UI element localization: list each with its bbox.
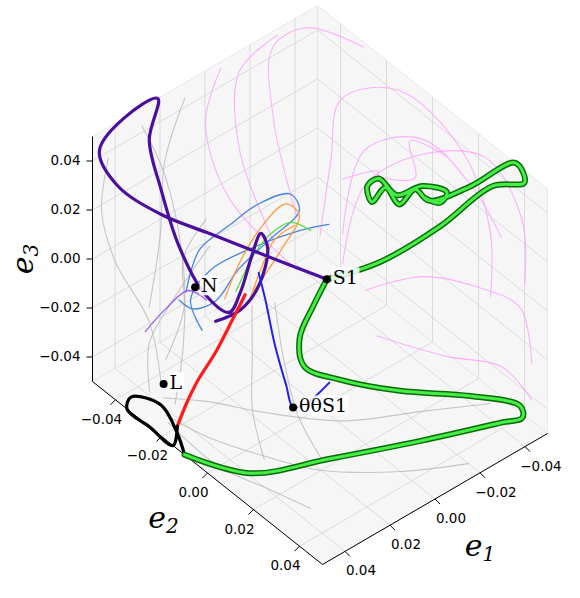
tick-label: −0.04 (81, 411, 122, 427)
point-label: N (201, 274, 218, 296)
point-label-group: θθS1 (298, 394, 349, 416)
tick-mark (249, 510, 254, 515)
grid-line (254, 379, 479, 510)
trajectory-outline (327, 163, 525, 280)
label-patch (200, 275, 220, 295)
pane-floor (93, 251, 548, 565)
trajectory (99, 98, 327, 321)
tick-mark (480, 473, 485, 478)
axis-line (93, 382, 323, 565)
tick-label: 0.04 (50, 152, 80, 168)
trajectory-outline (185, 279, 524, 473)
tick-mark (435, 499, 440, 504)
point-label-group: N (200, 274, 220, 296)
trajectory (145, 290, 206, 331)
trajectory (101, 158, 161, 384)
trajectory (205, 68, 297, 270)
grid-line (93, 30, 318, 161)
point-label-group: L (168, 371, 184, 393)
fixed-point (160, 380, 168, 388)
trajectory (234, 35, 277, 243)
tick-mark (345, 551, 350, 556)
grid-line (93, 79, 318, 210)
axis-title: e1 (465, 528, 496, 566)
label-patch (298, 395, 349, 415)
tick-mark (203, 473, 208, 478)
trajectory (342, 140, 447, 180)
tick-mark (111, 400, 116, 405)
trajectory (185, 279, 524, 473)
tick-mark (87, 161, 93, 162)
tick-label: −0.02 (39, 299, 80, 315)
chart: −0.04−0.020.000.020.04−0.04−0.020.000.02… (0, 0, 580, 598)
label-patch (168, 372, 184, 392)
tick-label: 0.00 (178, 484, 208, 500)
tick-label: 0.02 (50, 201, 80, 217)
tick-label: 0.02 (224, 521, 254, 537)
fixed-point (323, 275, 331, 283)
point-labels: S1 N LθθS1 (168, 266, 359, 416)
trajectory (149, 98, 185, 306)
trajectory (275, 303, 321, 458)
tick-label: 0.00 (436, 510, 466, 526)
grid-line (208, 342, 433, 473)
fixed-point (289, 403, 297, 411)
tick-label: 0.02 (391, 536, 421, 552)
tick-mark (390, 525, 395, 530)
tick-label: 0.00 (50, 250, 80, 266)
tick-label: −0.04 (39, 348, 80, 364)
point-label: L (170, 371, 183, 393)
tick-label: 0.04 (270, 557, 300, 573)
trajectory (127, 396, 185, 455)
grid-line (300, 415, 525, 546)
axis-title: e3 (5, 244, 43, 275)
point-label: θθS1 (299, 394, 347, 416)
tick-label: −0.02 (475, 484, 516, 500)
fixed-point (191, 283, 199, 291)
trajectory (177, 295, 245, 426)
trajectory (366, 277, 532, 363)
grid-line (162, 305, 387, 436)
grid-line (93, 177, 318, 308)
tick-label: −0.02 (127, 447, 168, 463)
label-patch (331, 267, 359, 287)
grid (93, 19, 548, 552)
tick-mark (87, 210, 93, 211)
panes (93, 6, 548, 565)
trajectory (327, 163, 525, 280)
trajectory (236, 222, 311, 291)
tick-label: 0.04 (346, 562, 376, 578)
tick-mark (525, 447, 530, 452)
axis-title: e2 (148, 500, 179, 538)
tick-mark (295, 546, 300, 551)
axes: −0.04−0.020.000.020.04−0.04−0.020.000.02… (5, 137, 562, 579)
tick-mark (87, 259, 93, 260)
point-label-group: S1 (331, 266, 359, 288)
tick-label: −0.04 (520, 458, 561, 474)
tick-mark (87, 308, 93, 309)
tick-mark (87, 357, 93, 358)
point-label: S1 (333, 266, 358, 288)
plot-area (99, 28, 531, 509)
grid-line (318, 128, 548, 311)
trajectory (252, 305, 265, 459)
